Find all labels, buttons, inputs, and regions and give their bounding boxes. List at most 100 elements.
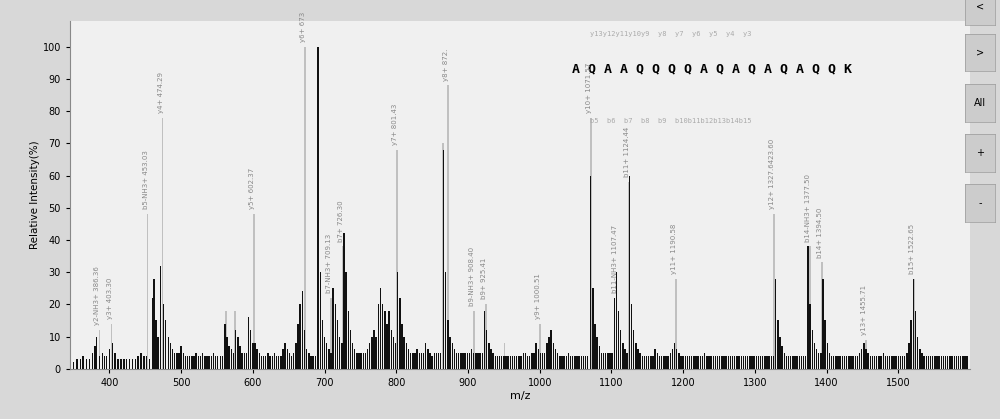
Bar [887, 356, 888, 369]
Bar [120, 359, 122, 369]
Bar [883, 353, 884, 369]
Text: y12+ 1327.6423.60: y12+ 1327.6423.60 [769, 139, 775, 210]
Text: b5  b6  b7  b8  b9  b10b11b12b13b14b15: b5 b6 b7 b8 b9 b10b11b12b13b14b15 [590, 118, 752, 124]
Bar [938, 356, 940, 369]
Bar [126, 359, 127, 369]
Bar [308, 353, 310, 369]
Bar [99, 330, 100, 369]
Bar [135, 359, 136, 369]
Bar [723, 356, 725, 369]
Bar [248, 317, 249, 369]
Text: b15+ 1522.65: b15+ 1522.65 [909, 224, 915, 274]
Bar [885, 356, 886, 369]
Bar [599, 346, 600, 369]
Text: y9+ 1000.51: y9+ 1000.51 [535, 273, 541, 319]
Bar [557, 353, 558, 369]
Bar [908, 343, 910, 369]
Bar [891, 356, 893, 369]
Bar [852, 356, 854, 369]
Text: y8+ 872.: y8+ 872. [443, 48, 449, 80]
Bar [747, 356, 748, 369]
Bar [745, 356, 746, 369]
Bar [900, 356, 901, 369]
Bar [427, 349, 429, 369]
Bar [395, 343, 396, 369]
Text: All: All [974, 98, 986, 108]
Text: b11-NH3+ 1107.47: b11-NH3+ 1107.47 [612, 225, 618, 293]
Bar [913, 279, 915, 369]
Bar [943, 356, 944, 369]
Bar [406, 343, 407, 369]
Bar [539, 323, 541, 369]
Bar [583, 356, 584, 369]
Bar [356, 353, 358, 369]
Bar [312, 356, 314, 369]
Bar [611, 353, 613, 369]
Bar [590, 118, 592, 369]
Bar [185, 356, 186, 369]
Bar [436, 353, 437, 369]
Bar [846, 356, 847, 369]
Bar [796, 356, 798, 369]
Bar [484, 311, 485, 369]
Bar [155, 321, 157, 369]
Bar [497, 356, 498, 369]
Bar [820, 353, 822, 369]
Bar [736, 356, 738, 369]
Bar [443, 150, 444, 369]
Bar [384, 323, 386, 369]
Bar [751, 356, 753, 369]
Text: +: + [976, 148, 984, 158]
Text: y11+ 1190.58: y11+ 1190.58 [671, 223, 677, 274]
Bar [198, 356, 199, 369]
Bar [206, 356, 208, 369]
Bar [200, 356, 201, 369]
Bar [717, 356, 718, 369]
Bar [771, 356, 772, 369]
Bar [555, 349, 556, 369]
Bar [399, 298, 401, 369]
Bar [880, 356, 882, 369]
Bar [89, 359, 90, 369]
Bar [700, 356, 701, 369]
Bar [779, 336, 781, 369]
Bar [861, 349, 862, 369]
Bar [661, 356, 662, 369]
Bar [354, 349, 355, 369]
Bar [213, 353, 214, 369]
Bar [176, 353, 178, 369]
Bar [762, 356, 763, 369]
Bar [475, 353, 477, 369]
Bar [546, 343, 548, 369]
Text: b9+ 925.41: b9+ 925.41 [481, 258, 487, 300]
Bar [775, 279, 776, 369]
Bar [786, 356, 787, 369]
Bar [73, 362, 74, 369]
Bar [824, 321, 826, 369]
Bar [648, 356, 649, 369]
Bar [237, 336, 239, 369]
Bar [665, 356, 667, 369]
Bar [693, 356, 695, 369]
Bar [585, 356, 586, 369]
Bar [495, 356, 496, 369]
Bar [605, 353, 606, 369]
Bar [328, 349, 330, 369]
Bar [702, 356, 703, 369]
Bar [601, 353, 602, 369]
Bar [784, 353, 785, 369]
Bar [274, 353, 275, 369]
Bar [278, 356, 279, 369]
Bar [542, 353, 543, 369]
Text: b7-NH3+ 709.13: b7-NH3+ 709.13 [326, 234, 332, 293]
Bar [225, 311, 227, 369]
Bar [473, 353, 474, 369]
Bar [416, 349, 418, 369]
Bar [857, 356, 858, 369]
Bar [412, 353, 414, 369]
Bar [503, 356, 505, 369]
Bar [269, 356, 271, 369]
Bar [531, 353, 533, 369]
Bar [936, 356, 938, 369]
Bar [865, 340, 867, 369]
